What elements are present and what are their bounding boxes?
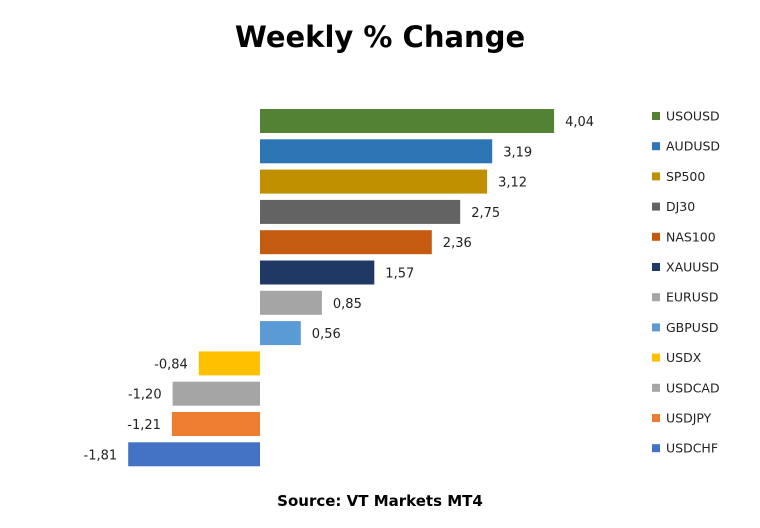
bar-nas100 xyxy=(260,230,432,255)
legend: USOUSD AUDUSD SP500 DJ30 NAS100 XAUUSD EURUSD G… xyxy=(652,109,720,456)
value-label-audusd: 3,19 xyxy=(503,145,532,160)
value-label-eurusd: 0,85 xyxy=(333,297,362,312)
bar-dj30 xyxy=(260,199,461,224)
legend-swatch-usdchf xyxy=(652,444,660,453)
legend-label-usdcad: USDCAD xyxy=(666,380,720,395)
legend-label-xauusd: XAUUSD xyxy=(666,260,719,275)
legend-swatch-eurusd xyxy=(652,293,660,302)
legend-label-eurusd: EURUSD xyxy=(666,290,718,305)
legend-label-nas100: NAS100 xyxy=(666,229,716,244)
bar-audusd xyxy=(260,139,493,164)
legend-label-usdx: USDX xyxy=(666,350,702,365)
legend-swatch-audusd xyxy=(652,142,660,151)
value-label-sp500: 3,12 xyxy=(498,176,527,191)
value-labels-group: 4,04 3,19 3,12 2,75 2,36 1,57 0,85 0,56 -0,84 -1,… xyxy=(84,115,594,463)
bar-eurusd xyxy=(260,290,322,315)
bar-usdchf xyxy=(128,442,260,467)
bar-gbpusd xyxy=(260,321,301,346)
bar-usdjpy xyxy=(171,412,260,436)
value-label-usdchf: -1,81 xyxy=(84,448,118,463)
value-label-usousd: 4,04 xyxy=(565,115,594,130)
value-label-xauusd: 1,57 xyxy=(385,267,414,282)
legend-label-usdchf: USDCHF xyxy=(666,441,718,456)
bar-sp500 xyxy=(260,169,488,194)
legend-label-dj30: DJ30 xyxy=(666,199,695,214)
bars-group xyxy=(128,109,555,467)
legend-label-sp500: SP500 xyxy=(666,169,705,184)
legend-swatch-usdcad xyxy=(652,383,660,392)
value-label-usdcad: -1,20 xyxy=(128,388,162,403)
bar-usousd xyxy=(260,109,555,133)
legend-label-usdjpy: USDJPY xyxy=(666,411,712,426)
legend-swatch-usdx xyxy=(652,353,660,362)
value-label-nas100: 2,36 xyxy=(443,236,472,251)
legend-swatch-sp500 xyxy=(652,172,660,181)
bar-usdcad xyxy=(172,381,260,406)
value-label-usdx: -0,84 xyxy=(154,357,188,372)
value-label-gbpusd: 0,56 xyxy=(312,327,341,342)
value-label-dj30: 2,75 xyxy=(471,206,500,221)
legend-swatch-xauusd xyxy=(652,263,660,271)
legend-swatch-dj30 xyxy=(652,202,660,211)
bar-xauusd xyxy=(260,260,375,285)
value-label-usdjpy: -1,21 xyxy=(127,418,161,433)
legend-label-audusd: AUDUSD xyxy=(666,139,720,154)
legend-label-gbpusd: GBPUSD xyxy=(666,320,719,335)
legend-swatch-usdjpy xyxy=(652,414,660,422)
chart-title: Weekly % Change xyxy=(234,20,526,54)
source-note: Source: VT Markets MT4 xyxy=(277,492,483,510)
legend-swatch-gbpusd xyxy=(652,323,660,332)
legend-label-usousd: USOUSD xyxy=(666,109,720,124)
legend-swatch-usousd xyxy=(652,112,660,120)
legend-swatch-nas100 xyxy=(652,232,660,241)
bar-usdx xyxy=(198,351,260,376)
